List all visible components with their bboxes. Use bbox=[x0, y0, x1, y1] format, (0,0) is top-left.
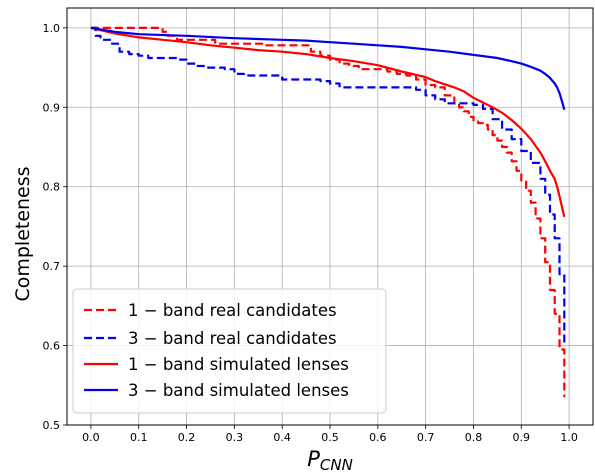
x-tick-label: 0.9 bbox=[513, 431, 531, 444]
legend-band-count: 3 bbox=[128, 329, 139, 348]
x-tick-label: 0.5 bbox=[321, 431, 339, 444]
legend-label: band simulated lenses bbox=[163, 381, 349, 400]
svg-text:3 − band simulated lenses: 3 − band simulated lenses bbox=[128, 381, 349, 400]
y-axis-label: Completeness bbox=[12, 166, 34, 301]
y-tick-label: 0.7 bbox=[43, 260, 61, 273]
legend-band-count: 1 bbox=[128, 355, 139, 374]
series-line-1band-real bbox=[90, 26, 566, 398]
legend-minus: − bbox=[139, 329, 163, 348]
legend-minus: − bbox=[139, 301, 163, 320]
x-tick-label: 0.7 bbox=[417, 431, 435, 444]
legend-entry-3band-sim: 3 − band simulated lenses bbox=[84, 381, 349, 400]
x-tick-label: 1.0 bbox=[560, 431, 578, 444]
x-tick-label: 0.3 bbox=[226, 431, 244, 444]
x-axis-label-subscript: CNN bbox=[320, 456, 353, 472]
x-tick-label: 0.1 bbox=[130, 431, 148, 444]
legend-entry-3band-real: 3 − band real candidates bbox=[84, 329, 337, 348]
legend-band-count: 1 bbox=[128, 301, 139, 320]
svg-text:1 − band real candidates: 1 − band real candidates bbox=[128, 301, 337, 320]
x-tick-label: 0.4 bbox=[273, 431, 291, 444]
series-line-3band-sim bbox=[90, 26, 566, 110]
legend-label: band real candidates bbox=[163, 329, 337, 348]
y-tick-label: 1.0 bbox=[43, 22, 61, 35]
x-axis-label: PCNN bbox=[307, 447, 353, 472]
series-line-1band-sim bbox=[90, 26, 566, 218]
legend-band-count: 3 bbox=[128, 381, 139, 400]
y-tick-label: 0.9 bbox=[43, 101, 61, 114]
legend-minus: − bbox=[139, 355, 163, 374]
svg-text:3 − band real candidates: 3 − band real candidates bbox=[128, 329, 337, 348]
y-tick-label: 0.8 bbox=[43, 181, 61, 194]
x-tick-label: 0.8 bbox=[465, 431, 483, 444]
legend-entry-1band-real: 1 − band real candidates bbox=[84, 301, 337, 320]
svg-text:1 − band simulated lenses: 1 − band simulated lenses bbox=[128, 355, 349, 374]
legend-entry-1band-sim: 1 − band simulated lenses bbox=[84, 355, 349, 374]
x-ticks: 0.0 0.1 0.2 0.3 0.4 0.5 0.6 0.7 0.8 0.9 1.0 bbox=[82, 425, 578, 444]
legend-label: band real candidates bbox=[163, 301, 337, 320]
y-tick-label: 0.6 bbox=[43, 340, 61, 353]
x-tick-label: 0.0 bbox=[82, 431, 100, 444]
legend: 1 − band real candidates 3 − band real c… bbox=[72, 288, 387, 414]
y-tick-label: 0.5 bbox=[43, 419, 61, 432]
x-tick-label: 0.2 bbox=[178, 431, 196, 444]
x-tick-label: 0.6 bbox=[369, 431, 387, 444]
series-line-3band-real bbox=[90, 26, 566, 346]
y-ticks: 0.5 0.6 0.7 0.8 0.9 1.0 bbox=[43, 22, 67, 432]
legend-box bbox=[72, 288, 387, 414]
series-lines bbox=[90, 26, 566, 398]
legend-label: band simulated lenses bbox=[163, 355, 349, 374]
legend-minus: − bbox=[139, 381, 163, 400]
x-axis-label-main: P bbox=[307, 447, 320, 471]
